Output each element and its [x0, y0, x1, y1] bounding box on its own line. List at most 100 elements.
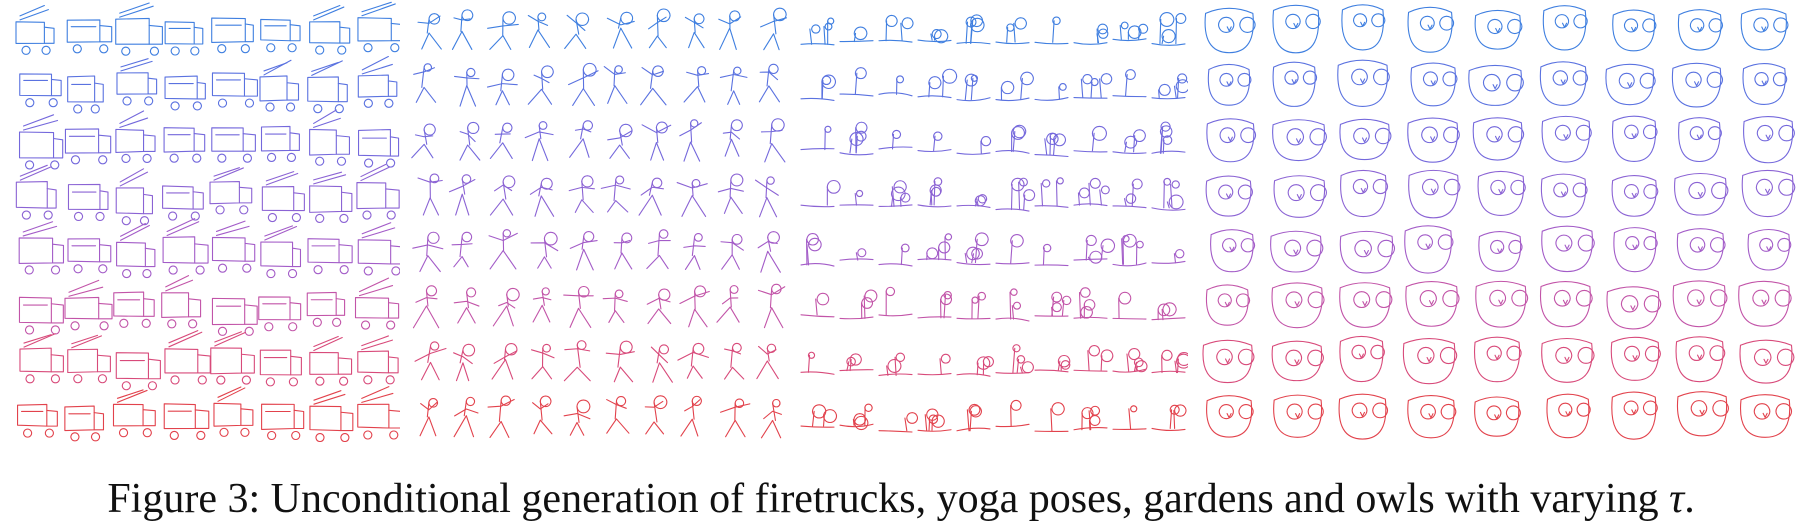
garden-sketch: [1151, 302, 1186, 321]
garden-sketch: [917, 233, 953, 261]
yoga-sketch: [716, 285, 740, 323]
caption-period: .: [1684, 476, 1695, 522]
yoga-sketch: [487, 395, 515, 438]
yoga-sketch: [724, 342, 745, 380]
garden-sketch: [917, 177, 952, 208]
yoga-sketch: [453, 287, 480, 324]
owl-sketch: [1542, 5, 1588, 51]
garden-sketch: [839, 289, 878, 320]
firetruck-sketch: [210, 331, 255, 385]
owl-sketch: [1206, 118, 1257, 163]
firetruck-sketch: [357, 1, 400, 53]
garden-sketch: [956, 356, 994, 377]
garden-sketch: [1112, 129, 1147, 155]
owl-sketch: [1741, 169, 1796, 218]
owl-sketch: [1272, 61, 1318, 107]
garden-sketch: [839, 121, 874, 156]
firetruck-sketch: [309, 171, 353, 223]
garden-sketch: [1151, 349, 1188, 374]
owl-sketch: [1272, 4, 1321, 54]
yoga-sketch: [679, 119, 702, 162]
owl-sketch: [1205, 175, 1253, 217]
garden-sketch: [800, 233, 835, 267]
firetruck-sketch: [64, 279, 113, 331]
garden-sketch: [1112, 178, 1147, 209]
yoga-sketch: [677, 342, 709, 379]
owls-sketches: [1202, 4, 1796, 440]
firetruck-sketch: [211, 220, 256, 273]
garden-sketch: [956, 73, 991, 102]
firetruck-sketch: [259, 349, 302, 387]
firetruck-sketch: [309, 109, 350, 166]
garden-sketch: [878, 243, 913, 267]
owl-sketch: [1611, 175, 1659, 217]
yoga-sketch: [757, 283, 786, 329]
firetruck-sketch: [357, 386, 400, 440]
firetruck-sketch: [261, 403, 305, 441]
owl-sketch: [1339, 335, 1385, 383]
yoga-sketch: [489, 122, 513, 159]
garden-sketch: [800, 17, 835, 46]
owl-sketch: [1474, 396, 1521, 437]
firetruck-sketch: [309, 4, 351, 55]
firetruck-sketch: [18, 296, 64, 335]
firetruck-sketch: [307, 238, 353, 275]
firetruck-sketch: [64, 405, 105, 442]
yoga-sketch: [607, 123, 633, 159]
yoga-sketch: [451, 9, 474, 50]
firetruck-sketch: [309, 390, 354, 442]
owl-sketch: [1672, 280, 1728, 328]
yoga-sketch: [719, 398, 751, 438]
garden-sketch: [878, 180, 913, 207]
owl-sketch: [1202, 339, 1255, 384]
owl-sketch: [1739, 394, 1792, 438]
yoga-sketch: [530, 231, 559, 269]
yoga-sketch: [529, 177, 555, 217]
owl-sketch: [1405, 281, 1460, 327]
yoga-sketch: [638, 177, 664, 216]
yoga-sketch: [606, 396, 630, 434]
garden-sketch: [956, 14, 991, 45]
owl-sketch: [1540, 173, 1588, 218]
yoga-sketch: [680, 395, 702, 437]
firetruck-sketch: [357, 335, 399, 385]
yoga-sketch: [756, 343, 779, 380]
garden-sketch: [1151, 249, 1186, 264]
yoga-sketch: [567, 62, 599, 106]
yoga-sketch: [641, 121, 672, 161]
yoga-sketch: [532, 287, 552, 323]
firetruck-sketch: [209, 167, 253, 215]
owl-sketch: [1273, 394, 1324, 438]
garden-sketch: [995, 177, 1036, 212]
firetruck-sketch: [164, 21, 204, 56]
yoga-sketch: [453, 67, 480, 107]
garden-sketch: [1112, 405, 1147, 430]
yoga-sketch: [524, 121, 554, 162]
yoga-sketch: [411, 123, 436, 159]
garden-sketch: [1112, 69, 1147, 98]
owl-sketch: [1404, 225, 1454, 274]
garden-sketch: [917, 29, 952, 44]
yoga-sketch: [412, 285, 440, 329]
yoga-sketch: [412, 231, 444, 273]
yoga-sketch: [676, 178, 708, 217]
firetruck-sketch: [18, 221, 65, 275]
yoga-panel: [408, 0, 790, 442]
yoga-sketch: [568, 175, 595, 213]
garden-sketch: [917, 353, 952, 376]
yoga-sketch: [603, 65, 628, 104]
owl-sketch: [1605, 63, 1656, 106]
firetruck-sketch: [116, 58, 158, 106]
garden-sketch: [995, 17, 1030, 45]
yoga-sketch: [722, 119, 743, 157]
owl-sketch: [1410, 62, 1458, 107]
garden-sketch: [995, 233, 1030, 265]
figure-caption: Figure 3: Unconditional generation of fi…: [0, 478, 1802, 520]
owl-sketch: [1474, 9, 1523, 50]
yoga-sketch: [605, 340, 635, 383]
yoga-sketch: [602, 289, 628, 323]
yoga-sketch: [758, 63, 780, 103]
owls-panel: [1196, 0, 1800, 442]
yoga-sketch: [683, 233, 706, 270]
owl-sketch: [1472, 117, 1525, 161]
